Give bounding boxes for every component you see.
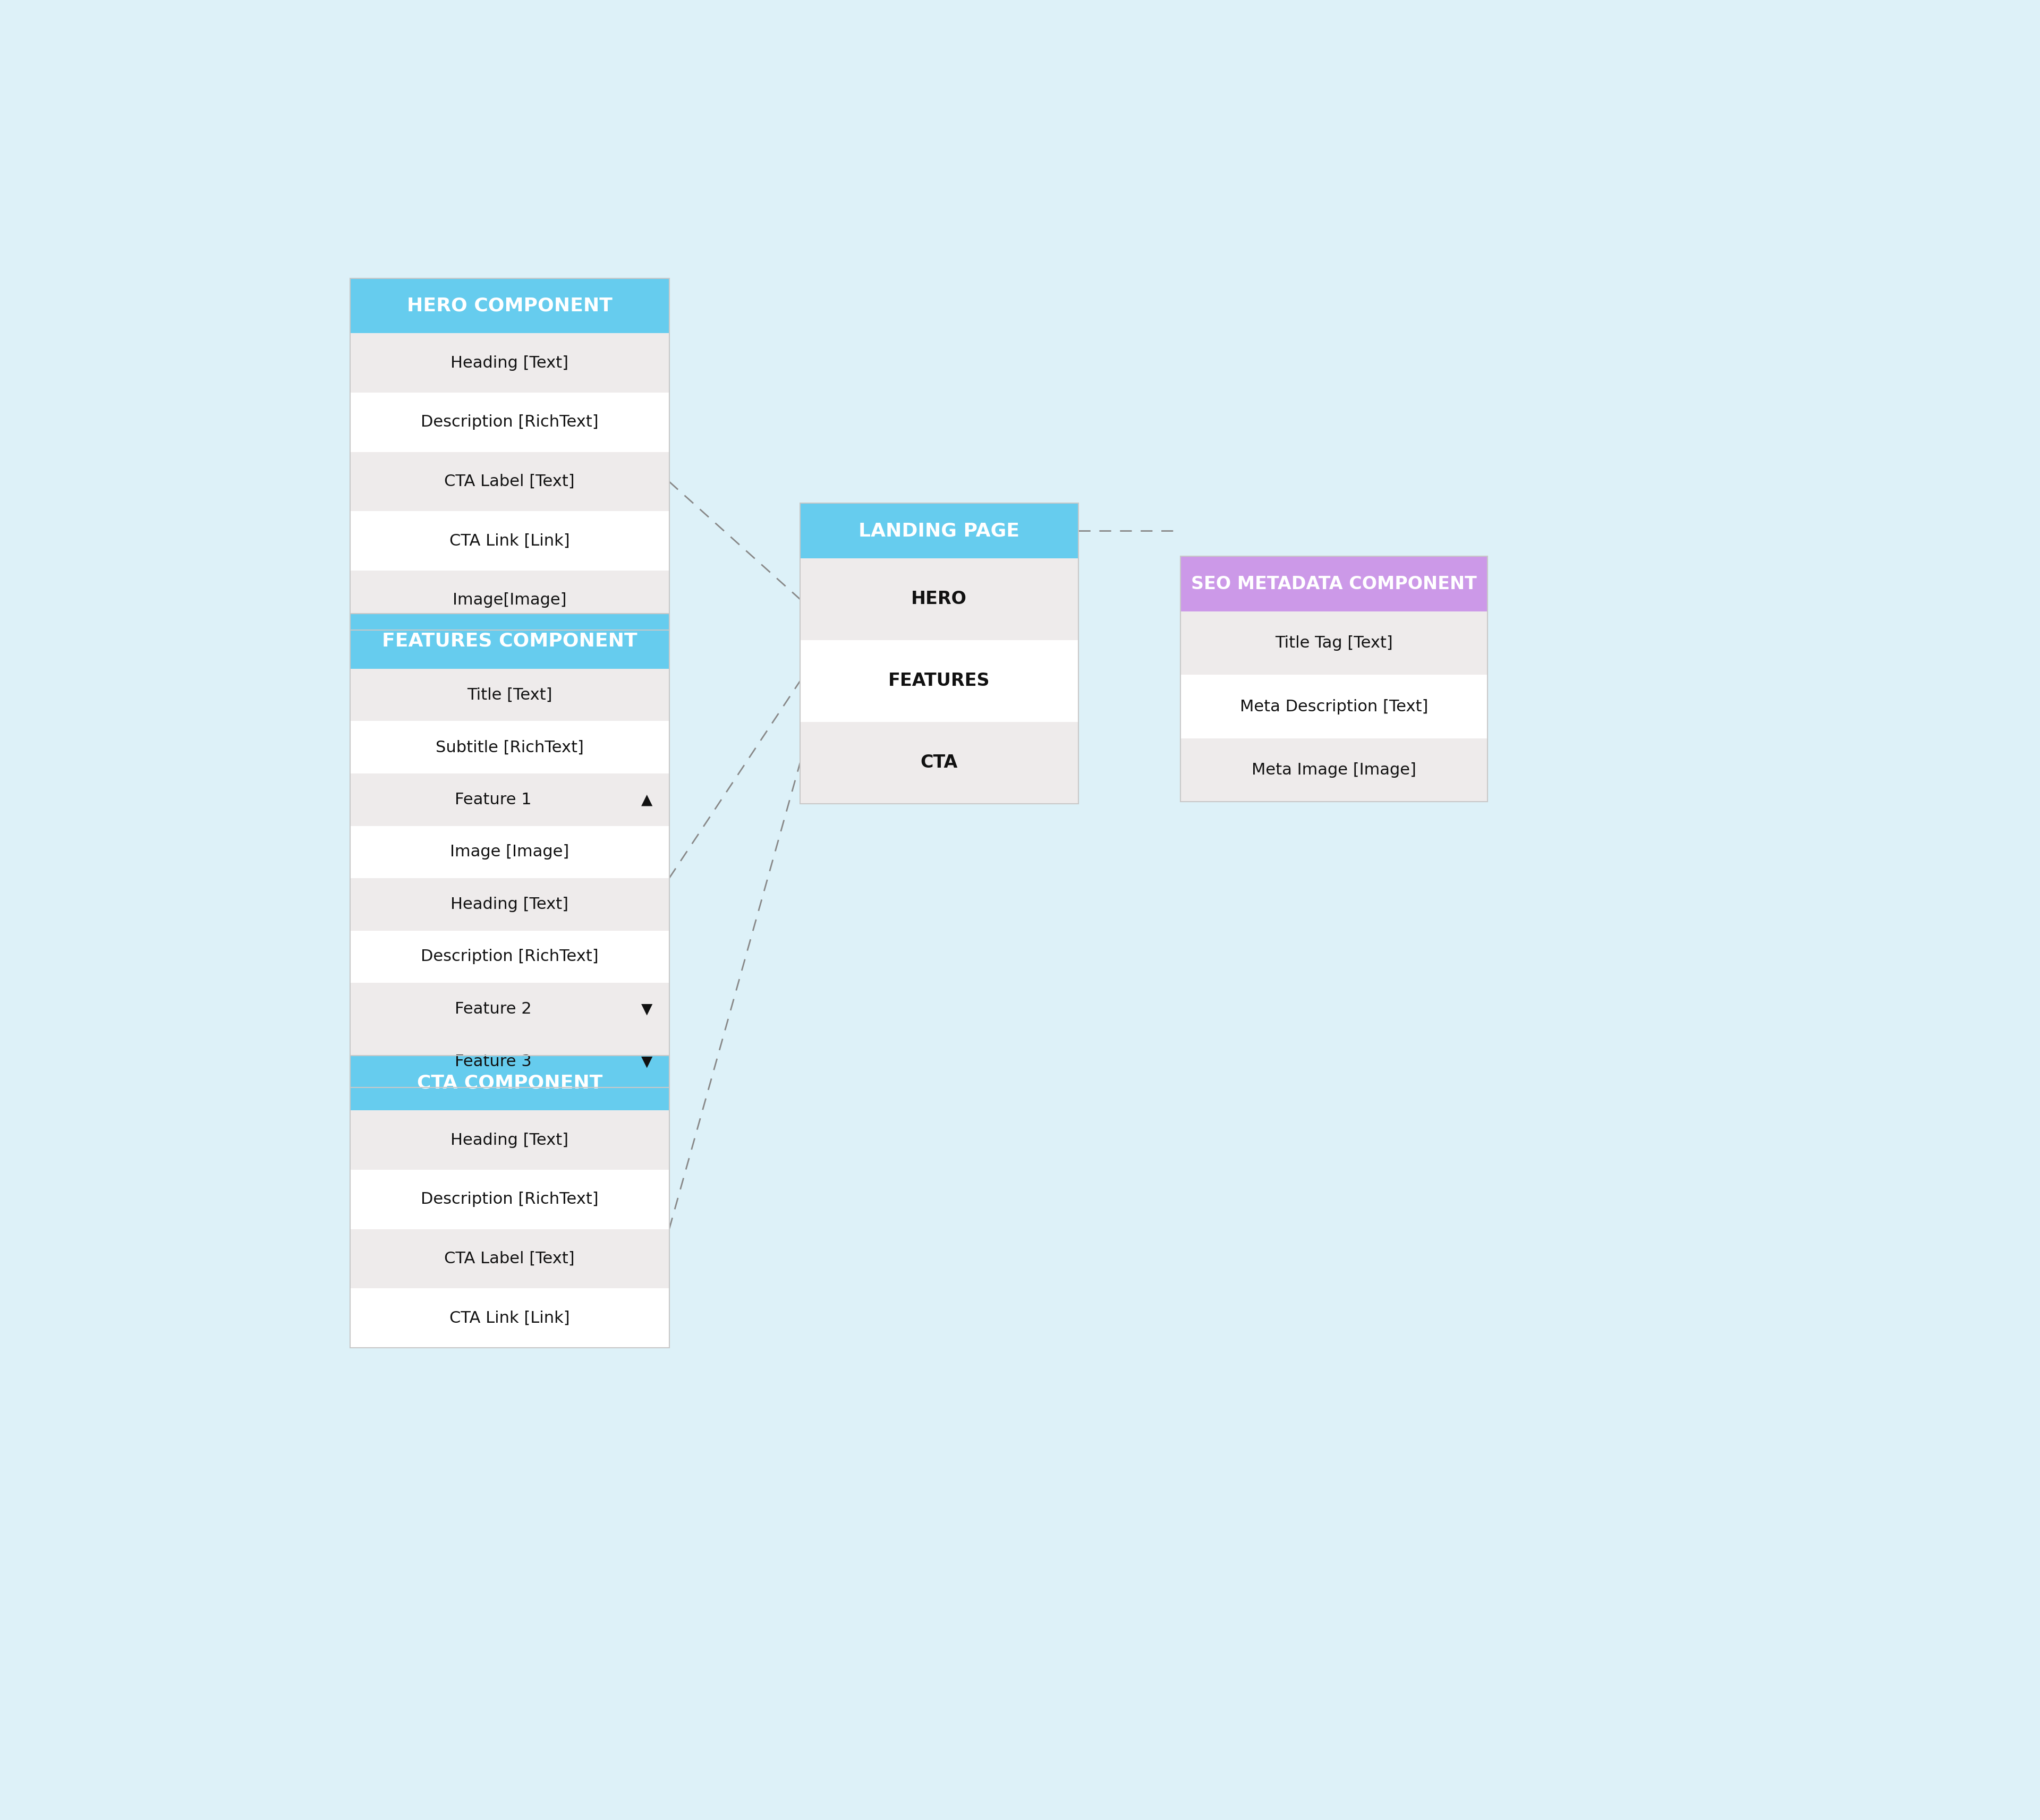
Bar	[800, 641, 1079, 723]
Bar	[351, 613, 669, 1088]
Bar	[351, 451, 669, 511]
Text: Image[Image]: Image[Image]	[453, 593, 567, 608]
Text: LANDING PAGE: LANDING PAGE	[859, 522, 1020, 541]
Bar	[800, 723, 1079, 804]
Text: ▼: ▼	[641, 1001, 653, 1017]
Bar	[351, 826, 669, 879]
Bar	[1181, 612, 1487, 675]
Bar	[351, 1289, 669, 1349]
Text: ▲: ▲	[641, 792, 653, 806]
Bar	[351, 930, 669, 983]
Text: FEATURES: FEATURES	[887, 672, 989, 690]
Text: FEATURES COMPONENT: FEATURES COMPONENT	[381, 632, 636, 650]
Text: Feature 3: Feature 3	[455, 1054, 532, 1068]
Text: HERO COMPONENT: HERO COMPONENT	[406, 297, 612, 315]
Bar	[1181, 557, 1487, 801]
Bar	[351, 774, 669, 826]
Text: Heading [Text]: Heading [Text]	[451, 1132, 569, 1148]
Bar	[351, 983, 669, 1036]
Bar	[1181, 557, 1487, 612]
Bar	[1181, 739, 1487, 801]
Bar	[351, 1229, 669, 1289]
Text: Description [RichText]: Description [RichText]	[420, 415, 598, 430]
Text: Description [RichText]: Description [RichText]	[420, 948, 598, 965]
Text: CTA Label [Text]: CTA Label [Text]	[445, 1250, 575, 1267]
Text: Heading [Text]: Heading [Text]	[451, 897, 569, 912]
Bar	[351, 278, 669, 630]
Text: HERO: HERO	[912, 590, 967, 608]
Bar	[800, 559, 1079, 641]
Bar	[351, 1056, 669, 1110]
Text: ▼: ▼	[641, 1054, 653, 1068]
Bar	[351, 571, 669, 630]
Bar	[1181, 675, 1487, 739]
Bar	[800, 502, 1079, 559]
Text: CTA Link [Link]: CTA Link [Link]	[449, 533, 569, 548]
Bar	[351, 613, 669, 668]
Text: CTA COMPONENT: CTA COMPONENT	[416, 1074, 602, 1092]
Bar	[351, 333, 669, 393]
Bar	[351, 721, 669, 774]
Bar	[800, 502, 1079, 804]
Bar	[351, 511, 669, 571]
Text: SEO METADATA COMPONENT: SEO METADATA COMPONENT	[1191, 575, 1477, 593]
Text: Heading [Text]: Heading [Text]	[451, 355, 569, 371]
Text: Description [RichText]: Description [RichText]	[420, 1192, 598, 1207]
Text: Image [Image]: Image [Image]	[451, 844, 569, 859]
Bar	[351, 1110, 669, 1170]
Bar	[351, 278, 669, 333]
Text: CTA Label [Text]: CTA Label [Text]	[445, 473, 575, 490]
Bar	[351, 1036, 669, 1088]
Text: Meta Description [Text]: Meta Description [Text]	[1240, 699, 1428, 713]
Bar	[351, 668, 669, 721]
Text: Title [Text]: Title [Text]	[467, 688, 553, 703]
Bar	[351, 1170, 669, 1229]
Text: Meta Image [Image]: Meta Image [Image]	[1253, 763, 1416, 777]
Bar	[351, 879, 669, 930]
Text: Title Tag [Text]: Title Tag [Text]	[1275, 635, 1393, 652]
Text: CTA Link [Link]: CTA Link [Link]	[449, 1310, 569, 1325]
Bar	[351, 1056, 669, 1349]
Text: Subtitle [RichText]: Subtitle [RichText]	[437, 739, 583, 755]
Bar	[351, 393, 669, 451]
Text: Feature 2: Feature 2	[455, 1001, 532, 1017]
Text: Feature 1: Feature 1	[455, 792, 532, 808]
Text: CTA: CTA	[920, 753, 959, 772]
